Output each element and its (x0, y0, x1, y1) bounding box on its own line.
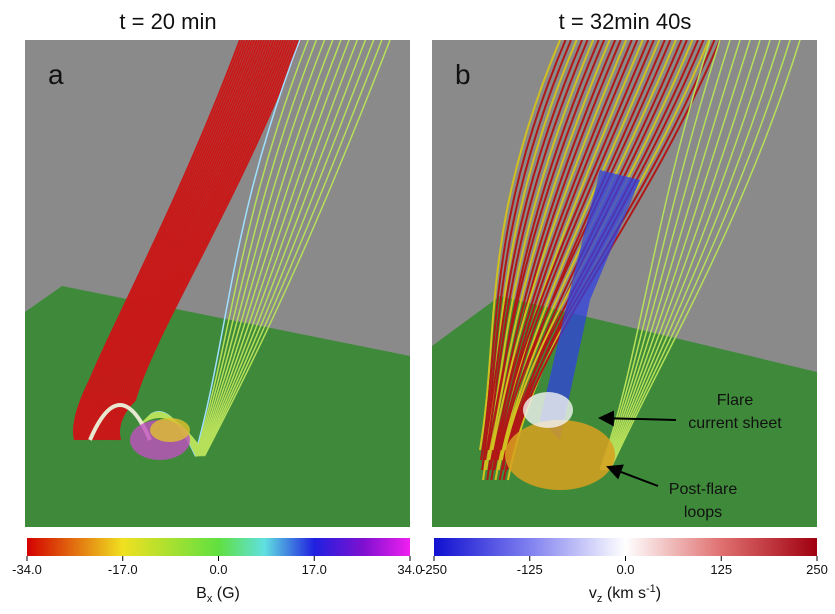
tick-label: -34.0 (12, 562, 42, 577)
field-line (495, 40, 650, 451)
field-line (76, 40, 246, 441)
field-line (78, 40, 249, 441)
field-line (105, 40, 285, 441)
field-line (607, 40, 781, 471)
symbol: v (589, 585, 597, 602)
field-line (89, 40, 263, 441)
field-line (73, 40, 241, 441)
field-line (492, 40, 633, 461)
field-line (497, 40, 661, 471)
field-line (600, 40, 721, 471)
annotation: loops (684, 504, 722, 521)
field-line (480, 40, 567, 461)
field-line (605, 40, 771, 471)
tick-label: 0.0 (616, 562, 634, 577)
tick-label: 17.0 (302, 562, 327, 577)
field-line (101, 40, 280, 441)
tick-label: 125 (710, 562, 732, 577)
field-line (496, 40, 655, 461)
field-line (602, 40, 741, 471)
field-line (499, 40, 672, 451)
field-line (487, 40, 606, 451)
field-line (116, 40, 299, 441)
field-line (608, 40, 791, 471)
field-line (87, 40, 261, 441)
field-line (599, 40, 711, 471)
field-line (491, 40, 628, 451)
field-line (80, 40, 251, 441)
panel-title: t = 20 min (119, 9, 216, 34)
colorbar (27, 538, 410, 556)
panel-label: b (455, 59, 471, 90)
field-line (83, 40, 256, 441)
loops (505, 420, 615, 490)
annotation: Post-flare (669, 481, 738, 498)
colorbar-label: Bx (G) (196, 585, 240, 605)
field-line (82, 40, 253, 441)
field-line (484, 40, 589, 461)
superscript: -1 (646, 583, 656, 595)
field-line (118, 40, 301, 441)
labels: t = 20 min t = 32min 40s a b Flare curre… (27, 9, 817, 605)
colorbar (434, 538, 817, 556)
field-line (500, 40, 677, 461)
colorbar-label: vz (km s-1) (589, 583, 661, 605)
field-line (601, 40, 731, 471)
tick-label: -17.0 (108, 562, 138, 577)
tick-label: -125 (517, 562, 543, 577)
unit: (G) (212, 585, 240, 602)
field-line (96, 40, 273, 441)
unit-close: ) (656, 585, 661, 602)
tick-label: 250 (806, 562, 828, 577)
field-line (109, 40, 289, 441)
field-line (103, 40, 282, 441)
tick-label: -250 (421, 562, 447, 577)
field-line (488, 40, 611, 461)
symbol: B (196, 585, 207, 602)
field-line (114, 40, 297, 441)
field-line (479, 40, 561, 451)
field-line (604, 40, 761, 471)
field-line (501, 40, 683, 471)
unit: (km s (602, 585, 646, 602)
field-line (92, 40, 268, 441)
subscript: x (207, 593, 213, 605)
flux-rope (150, 418, 190, 442)
annotation: current sheet (688, 415, 782, 432)
panel-a (25, 40, 410, 527)
annotation: Flare (717, 392, 754, 409)
field-line (483, 40, 583, 451)
field-line (107, 40, 287, 441)
field-line (603, 40, 751, 471)
tick-label: 34.0 (397, 562, 422, 577)
current-sheet (540, 170, 640, 440)
panel-label: a (48, 59, 64, 90)
arrow (606, 464, 659, 487)
subscript: z (597, 593, 603, 605)
field-line (74, 40, 244, 441)
panel-b (432, 40, 817, 527)
panel-title: t = 32min 40s (559, 9, 692, 34)
field-line (94, 40, 270, 441)
field-line (112, 40, 294, 441)
loops (523, 392, 573, 428)
field-line (609, 40, 801, 471)
field-line (85, 40, 258, 441)
field-line (110, 40, 292, 441)
tick-label: 0.0 (209, 562, 227, 577)
field-line (91, 40, 265, 441)
arrow (598, 410, 677, 427)
